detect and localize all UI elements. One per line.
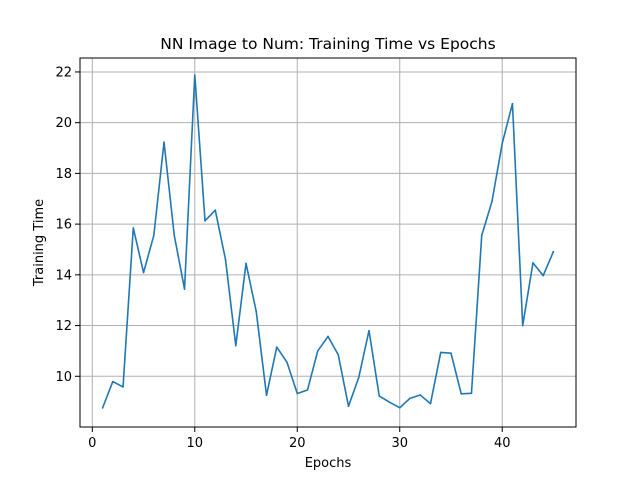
data-point (296, 392, 299, 395)
x-tick-label: 10 (187, 436, 204, 451)
data-point (521, 324, 524, 327)
data-point (470, 392, 473, 395)
data-point (491, 200, 493, 203)
data-point (255, 310, 258, 313)
data-point (388, 401, 391, 403)
data-point (398, 406, 401, 409)
data-point (224, 258, 227, 261)
y-tick-label: 18 (55, 167, 72, 182)
data-point (439, 351, 442, 354)
data-point (409, 397, 411, 400)
x-tick-label: 40 (494, 436, 511, 451)
data-point (122, 386, 124, 388)
data-point (275, 346, 278, 348)
y-tick-label: 20 (55, 116, 72, 131)
data-point (327, 335, 329, 338)
data-point (245, 262, 247, 265)
grid-lines (80, 58, 576, 427)
data-point (480, 234, 483, 237)
data-point (316, 350, 319, 352)
data-point (552, 250, 555, 253)
data-point (357, 376, 360, 379)
y-tick-label: 22 (55, 65, 72, 80)
data-point (542, 274, 545, 277)
data-point (306, 389, 309, 391)
y-tick-label: 12 (55, 319, 72, 334)
data-point (265, 394, 268, 397)
x-tick-label: 30 (391, 436, 408, 451)
data-point (429, 402, 432, 405)
axes-frame (79, 57, 577, 428)
data-point (419, 394, 422, 396)
data-point (152, 234, 155, 237)
data-point (368, 329, 370, 332)
data-point (450, 352, 452, 355)
data-point (347, 405, 350, 408)
y-axis-label: Training Time (32, 199, 47, 287)
data-point (532, 262, 534, 264)
data-point (460, 392, 463, 395)
data-point (183, 288, 186, 290)
x-tick-label: 0 (88, 436, 96, 451)
data-point (286, 361, 288, 364)
data-point (111, 380, 114, 383)
x-tick-label: 20 (289, 436, 306, 451)
data-point (511, 102, 514, 105)
training-time-series-line (101, 74, 555, 409)
data-point (337, 353, 340, 356)
data-point (234, 344, 237, 347)
data-point (193, 74, 196, 76)
y-tick-label: 10 (55, 370, 72, 385)
data-point (378, 395, 381, 397)
data-point (501, 142, 504, 145)
data-point (142, 271, 145, 274)
data-point (101, 407, 104, 409)
chart-title: NN Image to Num: Training Time vs Epochs (160, 35, 495, 53)
series-group (101, 74, 555, 409)
data-point (214, 209, 217, 211)
data-point (204, 220, 206, 222)
data-point (173, 234, 176, 237)
x-axis-label: Epochs (305, 456, 352, 471)
data-point (132, 227, 135, 229)
y-tick-label: 16 (55, 218, 72, 233)
data-point (163, 141, 165, 143)
y-tick-label: 14 (55, 268, 72, 283)
axis-ticks: 0 10 20 30 40 10 12 14 16 18 20 22 (55, 65, 510, 451)
